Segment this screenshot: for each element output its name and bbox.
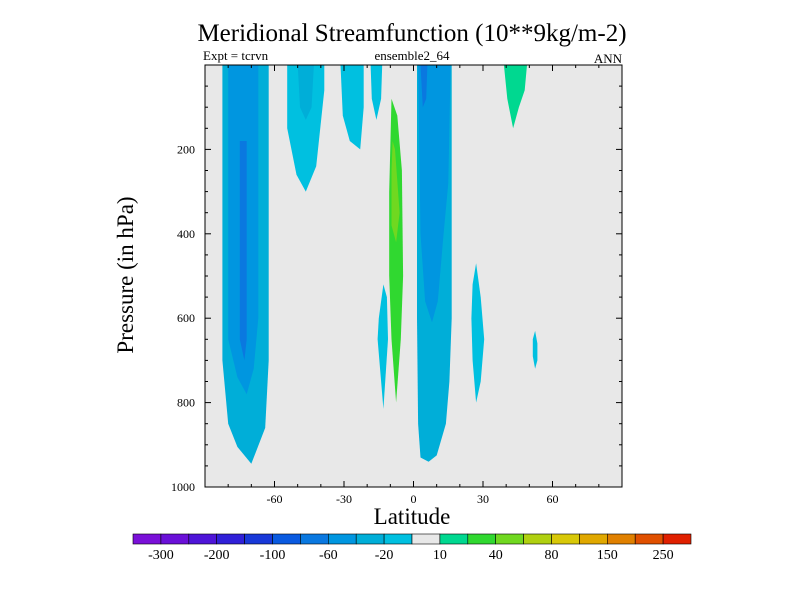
colorbar-swatch: [551, 533, 580, 545]
x-tick-label: -60: [267, 492, 283, 506]
y-tick-label: 1000: [171, 480, 195, 494]
contour-region-sh-lower-lobe: [377, 284, 388, 409]
colorbar-label: -200: [204, 548, 230, 563]
contour-region-nh-cell-core: [420, 65, 428, 108]
y-tick-label: 600: [177, 311, 195, 325]
colorbar-swatch: [439, 533, 469, 545]
plot-background: [205, 65, 622, 487]
colorbar-swatch: [662, 533, 692, 545]
colorbar-swatch: [300, 533, 329, 545]
subtitle-left: Expt = tcrvn: [203, 48, 269, 63]
contour-region-nh-positive-lobe: [503, 65, 527, 129]
colorbar-swatch: [523, 533, 552, 545]
y-tick-label: 800: [177, 396, 195, 410]
contour-region-sh-cell-core: [239, 141, 247, 361]
colorbar-swatch: [132, 533, 162, 545]
x-axis: -60 -30 0 30 60: [204, 65, 623, 506]
colorbar-swatch: [160, 533, 190, 545]
colorbar-swatch: [244, 533, 273, 545]
colorbar-label: -20: [375, 548, 394, 563]
contour-region-sh-upper-lobe-3: [370, 65, 383, 120]
colorbar-label: -60: [319, 548, 338, 563]
y-tick-label: 200: [177, 142, 195, 156]
x-axis-label: Latitude: [374, 504, 451, 529]
contour-region-nh-cell-mid: [418, 65, 451, 323]
colorbar-label: -300: [148, 548, 174, 563]
colorbar-label: 40: [489, 548, 503, 563]
colorbar-label: 10: [433, 548, 447, 563]
y-axis: 200 400 600 800 1000: [171, 64, 622, 494]
contour-region-sh-upper-lobe-1: [287, 65, 325, 192]
colorbar: -300 -200 -100 -60 -20 10 40 80 150 250: [132, 533, 692, 563]
subtitle-right: ANN: [594, 51, 623, 66]
x-tick-label: -30: [336, 492, 352, 506]
colorbar-swatch: [634, 533, 664, 545]
colorbar-swatch: [216, 533, 245, 545]
x-tick-label: 0: [411, 492, 417, 506]
plot-area: [204, 64, 623, 488]
colorbar-swatch: [383, 533, 413, 545]
colorbar-label: 80: [545, 548, 559, 563]
colorbar-swatch: [188, 533, 218, 545]
colorbar-swatch: [411, 533, 441, 545]
colorbar-swatch: [606, 533, 636, 545]
contour-region-eq-positive-core: [391, 141, 400, 243]
colorbar-swatch: [579, 533, 608, 545]
y-axis-label: Pressure (in hPa): [113, 196, 138, 353]
contour-region-sh-upper-lobe-1-inner: [297, 65, 314, 120]
colorbar-swatch: [467, 533, 496, 545]
colorbar-swatch: [272, 533, 301, 545]
contour-region-nh-small-lobe: [532, 330, 538, 369]
contour-region-nh-lower-lobe: [471, 263, 485, 403]
contour-region-sh-upper-lobe-2: [340, 65, 364, 150]
subtitle-center: ensemble2_64: [374, 48, 450, 63]
colorbar-swatch: [495, 533, 524, 545]
colorbar-label: 250: [653, 548, 674, 563]
chart-title: Meridional Streamfunction (10**9kg/m-2): [197, 20, 626, 47]
colorbar-swatch: [355, 533, 385, 545]
y-tick-label: 400: [177, 227, 195, 241]
colorbar-label: -100: [260, 548, 286, 563]
colorbar-label: 150: [597, 548, 618, 563]
x-tick-label: 30: [477, 492, 489, 506]
colorbar-swatch: [327, 533, 357, 545]
x-tick-label: 60: [547, 492, 559, 506]
